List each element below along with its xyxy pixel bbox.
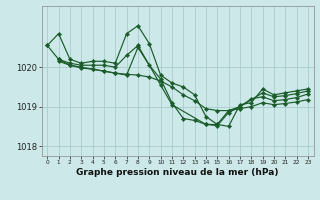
X-axis label: Graphe pression niveau de la mer (hPa): Graphe pression niveau de la mer (hPa) (76, 168, 279, 177)
